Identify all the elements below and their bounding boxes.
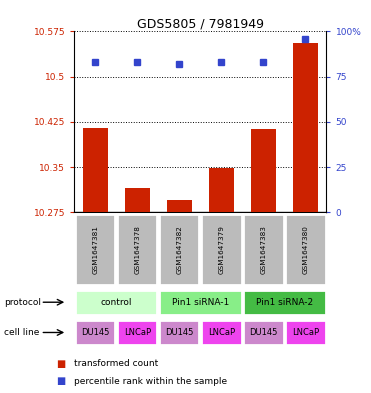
Text: GSM1647382: GSM1647382 [176,225,182,274]
Bar [75,320,115,345]
Bar [117,320,157,345]
Text: LNCaP: LNCaP [208,328,235,337]
Text: DU145: DU145 [165,328,194,337]
Text: protocol: protocol [4,298,41,307]
Bar [285,320,326,345]
Bar [201,214,242,285]
Text: GSM1647378: GSM1647378 [134,225,140,274]
Bar [243,214,283,285]
Bar [159,320,200,345]
Bar [159,214,200,285]
Text: ■: ■ [56,358,65,369]
Bar [75,290,157,315]
Text: GSM1647383: GSM1647383 [260,225,266,274]
Bar [251,129,276,212]
Text: GSM1647380: GSM1647380 [302,225,308,274]
Text: Pin1 siRNA-2: Pin1 siRNA-2 [256,298,313,307]
Bar [285,214,326,285]
Text: transformed count: transformed count [74,359,158,368]
Text: LNCaP: LNCaP [292,328,319,337]
Bar [83,128,108,212]
Text: GSM1647379: GSM1647379 [219,225,224,274]
Text: DU145: DU145 [81,328,109,337]
Title: GDS5805 / 7981949: GDS5805 / 7981949 [137,17,264,30]
Text: percentile rank within the sample: percentile rank within the sample [74,377,227,386]
Text: control: control [101,298,132,307]
Text: ■: ■ [56,376,65,386]
Bar [159,290,242,315]
Bar [209,168,234,212]
Bar [125,188,150,212]
Bar [167,200,192,212]
Bar [243,320,283,345]
Text: Pin1 siRNA-1: Pin1 siRNA-1 [172,298,229,307]
Text: cell line: cell line [4,328,39,337]
Bar [293,44,318,212]
Bar [243,290,326,315]
Bar [201,320,242,345]
Text: LNCaP: LNCaP [124,328,151,337]
Bar [75,214,115,285]
Bar [117,214,157,285]
Text: GSM1647381: GSM1647381 [92,225,98,274]
Text: DU145: DU145 [249,328,278,337]
